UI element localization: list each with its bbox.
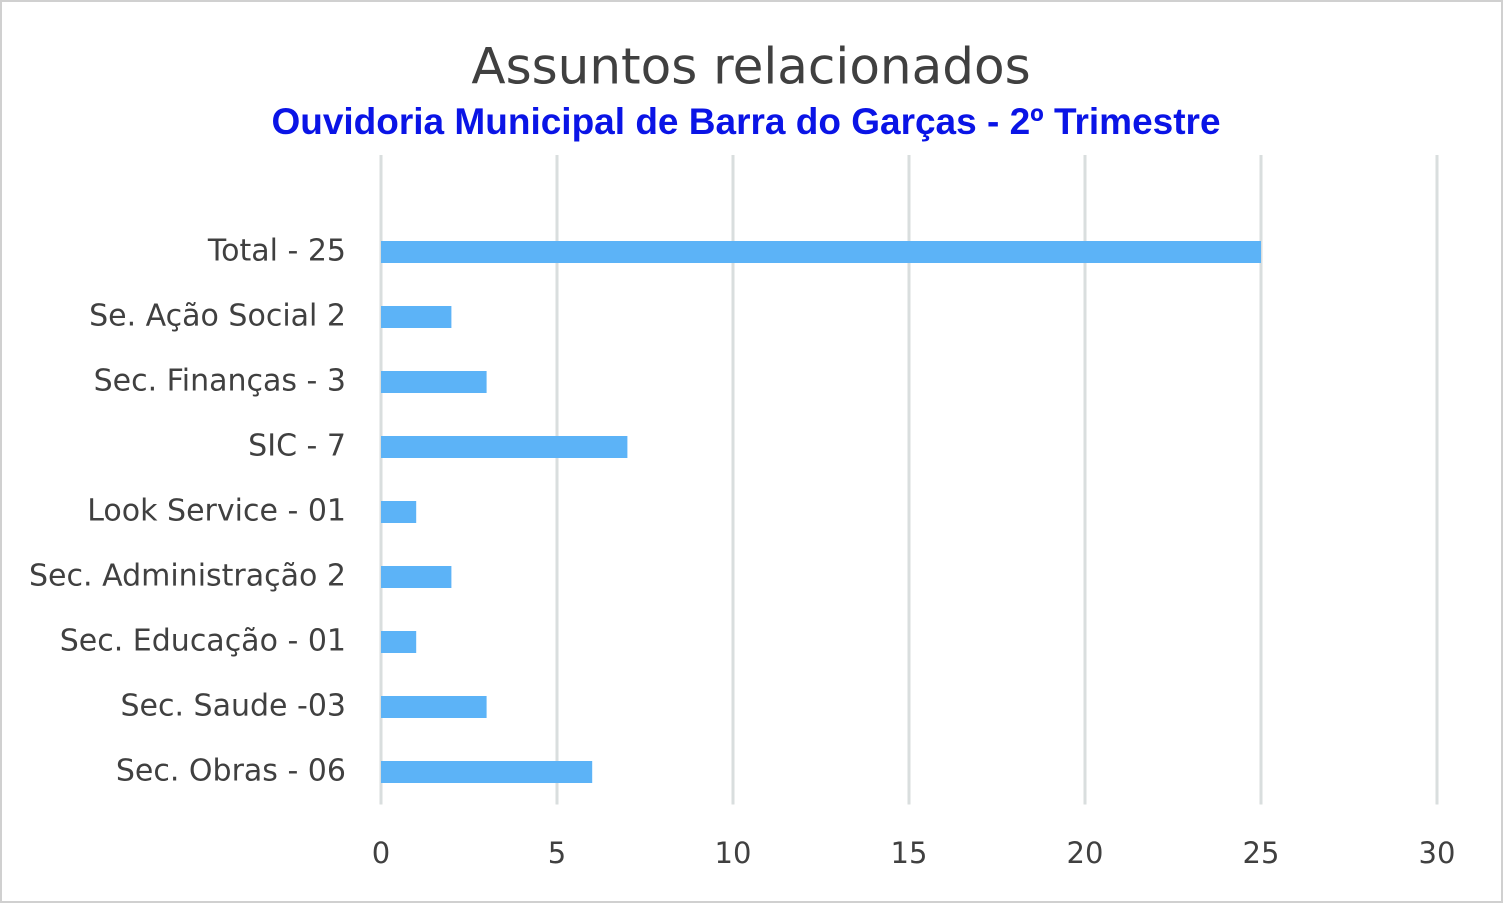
bar — [381, 501, 417, 523]
x-tick-label: 0 — [372, 836, 390, 870]
bar — [381, 566, 452, 588]
bar — [381, 436, 628, 458]
bar — [381, 306, 452, 328]
chart-subtitle: Ouvidoria Municipal de Barra do Garças -… — [271, 101, 1220, 142]
bar — [381, 761, 593, 783]
bar — [381, 696, 487, 718]
y-tick-label: Sec. Obras - 06 — [116, 754, 346, 789]
x-tick-label: 30 — [1419, 836, 1456, 870]
y-tick-label: Total - 25 — [207, 234, 346, 269]
chart-title: Assuntos relacionados — [471, 38, 1030, 96]
x-tick-label: 5 — [548, 836, 566, 870]
y-tick-label: Sec. Educação - 01 — [60, 624, 346, 659]
y-tick-label: Sec. Administração 2 — [29, 559, 346, 594]
bar — [381, 371, 487, 393]
y-tick-label: Se. Ação Social 2 — [89, 299, 346, 334]
bar — [381, 631, 417, 653]
x-tick-label: 10 — [715, 836, 752, 870]
y-tick-label: Look Service - 01 — [87, 494, 346, 529]
x-tick-label: 25 — [1243, 836, 1280, 870]
x-tick-label: 20 — [1067, 836, 1104, 870]
x-tick-label: 15 — [891, 836, 928, 870]
y-tick-label: SIC - 7 — [248, 429, 346, 464]
bar — [381, 241, 1261, 263]
y-tick-label: Sec. Finanças - 3 — [94, 364, 346, 399]
y-tick-label: Sec. Saude -03 — [120, 689, 346, 724]
